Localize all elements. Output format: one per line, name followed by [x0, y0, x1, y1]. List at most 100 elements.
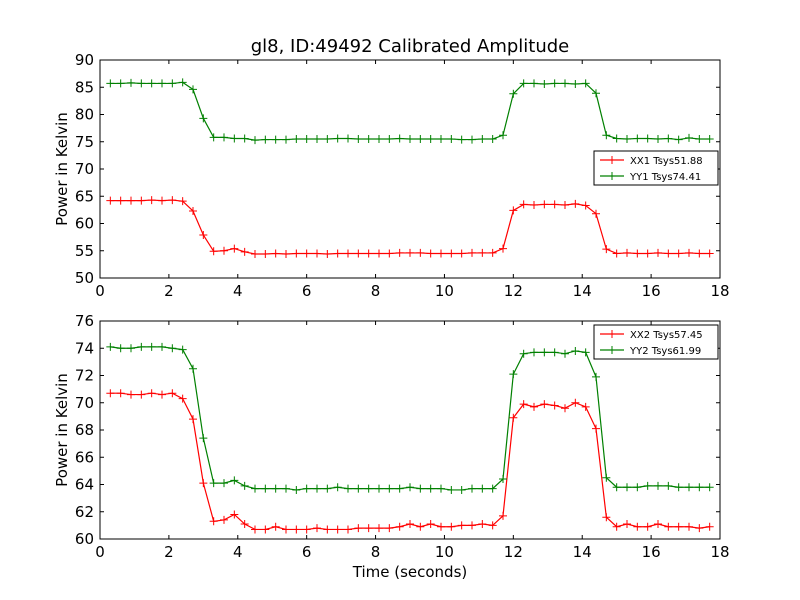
y-tick-label: 55 [75, 242, 94, 260]
y-tick-label: 75 [75, 133, 94, 151]
data-point [137, 79, 146, 88]
data-point [344, 525, 352, 534]
legend-marker [608, 346, 616, 354]
data-point [540, 200, 549, 209]
data-point [519, 400, 528, 409]
data-point [612, 522, 621, 531]
data-point [612, 134, 621, 143]
data-point [437, 522, 445, 531]
data-point [333, 249, 342, 258]
x-tick-label: 4 [233, 282, 243, 300]
data-point [106, 79, 115, 88]
data-point [323, 484, 332, 493]
data-point [251, 250, 259, 259]
data-point [571, 346, 580, 355]
data-point [168, 389, 177, 398]
data-point [654, 248, 662, 257]
data-point [447, 485, 456, 494]
data-point [478, 248, 487, 257]
data-point [519, 79, 528, 88]
data-point [323, 525, 332, 534]
legend-label: YY2 Tsys61.99 [629, 346, 701, 357]
data-point [271, 249, 280, 258]
data-point [137, 342, 146, 351]
data-point [499, 244, 507, 253]
data-point [530, 200, 538, 209]
y-axis: 50 55 60 65 70 75 80 85 90 [75, 51, 720, 287]
y-axis: 60 62 64 66 68 70 72 74 76 [75, 312, 720, 548]
data-point [282, 135, 290, 144]
data-point [240, 520, 249, 529]
data-point [509, 89, 518, 98]
data-point [354, 249, 363, 258]
legend-box [593, 150, 719, 186]
data-point [199, 114, 208, 123]
x-tick-label: 18 [710, 543, 729, 561]
data-point [478, 484, 487, 493]
x-axis: 0 2 4 6 8 10 12 14 16 18 [95, 60, 730, 300]
data-point [654, 481, 662, 490]
data-point [468, 521, 476, 530]
data-point [664, 134, 673, 143]
data-point [313, 249, 321, 258]
data-point [344, 134, 352, 143]
data-point [488, 521, 497, 530]
y-tick-label: 70 [75, 160, 94, 178]
data-point [457, 521, 466, 530]
data-point [313, 524, 321, 533]
data-point [230, 244, 239, 253]
x-tick-label: 0 [95, 543, 105, 561]
data-point [468, 248, 476, 257]
data-point [240, 247, 249, 256]
top-panel: 0 2 4 6 8 10 12 14 16 18 50 55 60 65 70 75 80 85 90 Power i… [53, 51, 730, 300]
data-point [333, 134, 342, 143]
data-point [395, 248, 404, 257]
data-point [240, 134, 249, 143]
data-point [550, 79, 559, 88]
data-point [571, 199, 580, 208]
data-point [685, 133, 693, 142]
data-point [354, 524, 363, 533]
data-point [623, 248, 631, 257]
data-point [199, 230, 208, 239]
x-tick-label: 16 [642, 543, 661, 561]
data-point [478, 135, 487, 144]
data-point [220, 515, 228, 524]
data-point [612, 249, 621, 258]
data-point [189, 364, 197, 373]
data-point [499, 131, 507, 140]
x-tick-label: 12 [504, 543, 523, 561]
data-point [509, 206, 518, 215]
data-point [426, 249, 435, 258]
data-point [261, 484, 270, 493]
data-point [158, 342, 166, 351]
data-point [592, 372, 600, 381]
data-point [478, 520, 487, 529]
data-point [685, 483, 693, 492]
data-point [375, 484, 383, 493]
data-point [354, 135, 363, 144]
series-1 [106, 389, 714, 534]
data-point [437, 249, 445, 258]
data-point [364, 524, 373, 533]
x-axis-label: Time (seconds) [352, 563, 468, 581]
x-tick-label: 0 [95, 282, 105, 300]
data-point [705, 522, 714, 531]
data-point [488, 484, 497, 493]
data-point [674, 249, 683, 258]
data-point [127, 344, 135, 353]
data-point [147, 79, 156, 88]
y-tick-label: 80 [75, 106, 94, 124]
data-point [602, 513, 611, 522]
data-point [592, 209, 600, 218]
data-point [674, 483, 683, 492]
data-point [592, 424, 600, 433]
data-point [147, 196, 156, 205]
data-point [261, 250, 270, 259]
data-point [209, 247, 218, 256]
y-tick-label: 74 [75, 339, 94, 357]
data-point [271, 484, 280, 493]
legend-label: YY1 Tsys74.41 [629, 172, 701, 183]
data-point [302, 249, 311, 258]
legend-label: XX2 Tsys57.45 [630, 330, 703, 341]
